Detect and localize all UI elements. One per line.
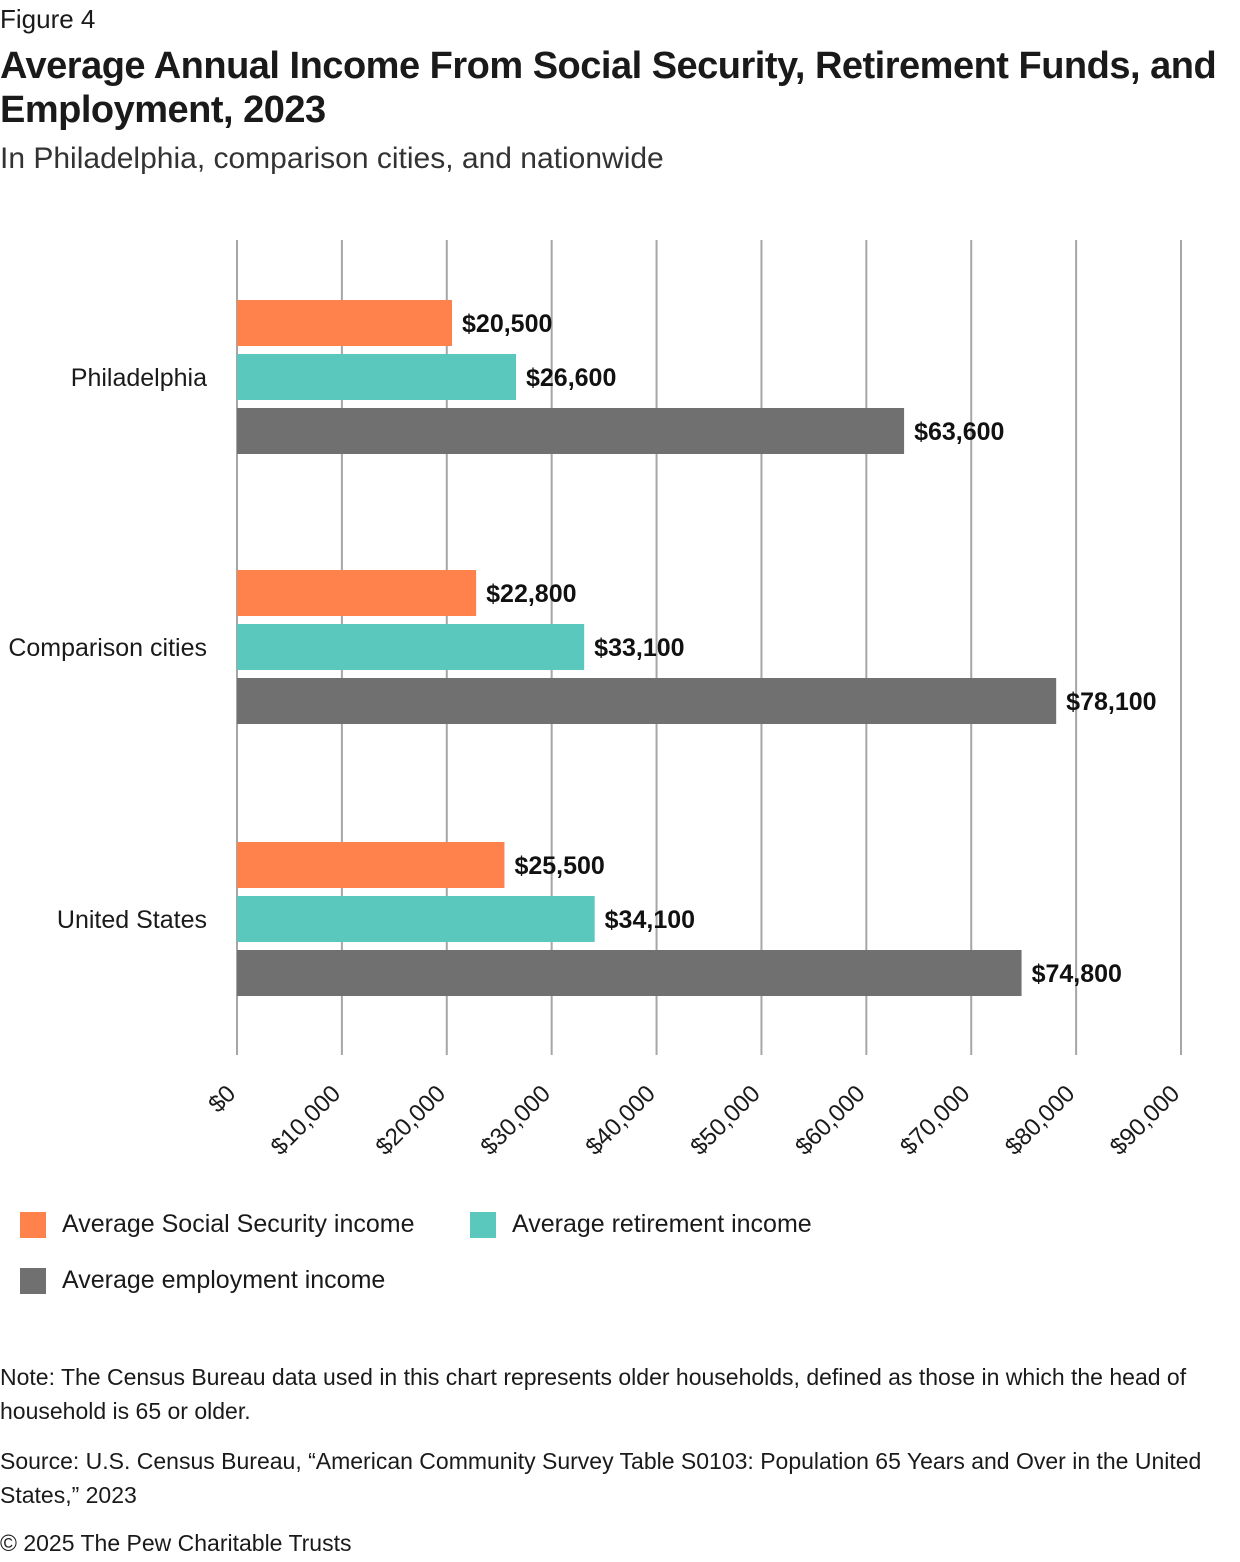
bar [237, 950, 1022, 996]
chart-title: Average Annual Income From Social Securi… [0, 45, 1217, 131]
data-label: $33,100 [594, 634, 684, 662]
x-tick-label: $30,000 [475, 1080, 555, 1160]
x-tick-label: $50,000 [685, 1080, 765, 1160]
bar [237, 354, 517, 400]
x-tick-label: $80,000 [1000, 1080, 1080, 1160]
figure-label: Figure 4 [0, 4, 96, 34]
bar [237, 896, 595, 942]
legend-item-employment: Average employment income [20, 1266, 385, 1295]
bar [237, 408, 905, 454]
x-tick-label: $0 [203, 1080, 241, 1118]
legend-label-retirement: Average retirement income [512, 1210, 812, 1238]
x-tick-label: $40,000 [580, 1080, 660, 1160]
legend-swatch-social-security [20, 1211, 46, 1238]
chart-subtitle: In Philadelphia, comparison cities, and … [0, 142, 664, 175]
bar [237, 624, 585, 670]
legend-swatch-employment [20, 1267, 46, 1294]
data-label: $22,800 [486, 580, 576, 608]
x-tick-label: $70,000 [895, 1080, 975, 1160]
data-label: $34,100 [605, 906, 695, 934]
category-label: Philadelphia [71, 364, 207, 392]
x-tick-label: $20,000 [371, 1080, 451, 1160]
copyright: © 2025 The Pew Charitable Trusts [0, 1530, 352, 1556]
data-label: $26,600 [526, 364, 616, 392]
category-label: Comparison cities [8, 634, 207, 662]
bar [237, 570, 477, 616]
legend-label-employment: Average employment income [62, 1266, 386, 1294]
x-tick-label: $90,000 [1105, 1080, 1185, 1160]
data-label: $25,500 [514, 852, 604, 880]
data-label: $63,600 [914, 418, 1004, 446]
legend-label-social-security: Average Social Security income [62, 1210, 415, 1238]
bar [237, 678, 1057, 724]
chart-note: Note: The Census Bureau data used in thi… [0, 1364, 1187, 1424]
data-label: $20,500 [462, 310, 552, 338]
chart-source: Source: U.S. Census Bureau, “American Co… [0, 1448, 1202, 1508]
data-label: $74,800 [1032, 960, 1122, 988]
bar-chart: $0 $10,000 $20,000 $30,000 $40,000 $50,000 $60… [8, 240, 1185, 1161]
legend-swatch-retirement [470, 1211, 496, 1238]
legend-item-social-security: Average Social Security income [20, 1210, 415, 1239]
x-tick-label: $60,000 [790, 1080, 870, 1160]
bar [237, 842, 505, 888]
bar [237, 300, 453, 346]
category-label: United States [57, 906, 207, 934]
x-tick-label: $10,000 [266, 1080, 346, 1160]
legend-item-retirement: Average retirement income [470, 1210, 812, 1239]
data-label: $78,100 [1066, 688, 1156, 716]
